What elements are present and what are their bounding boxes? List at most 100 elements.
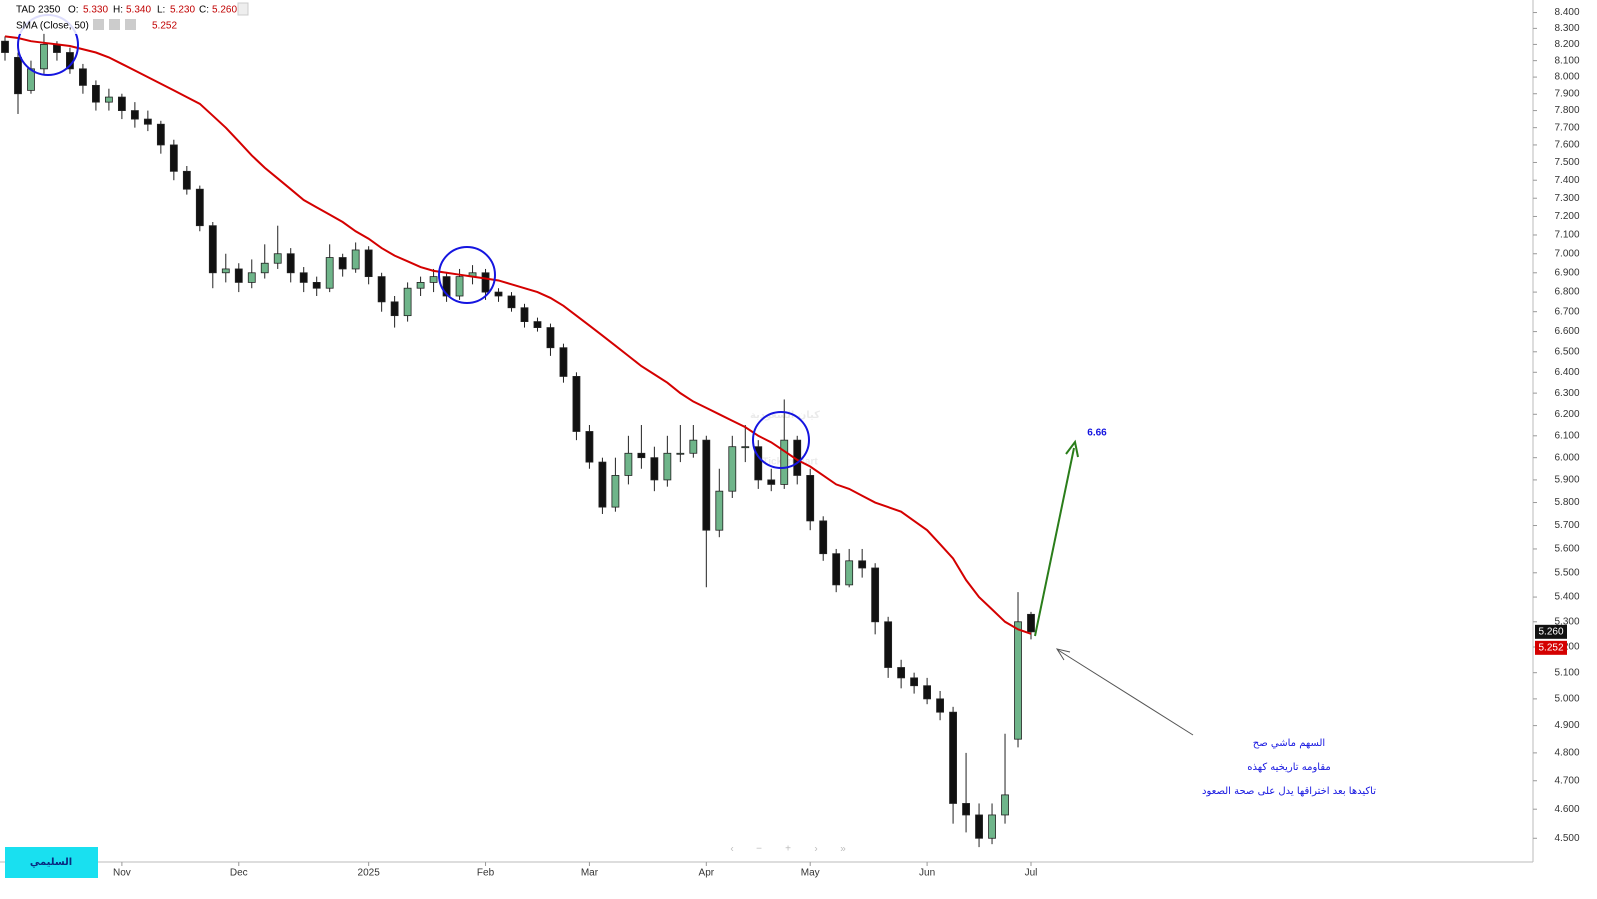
- field-key: O:: [68, 5, 79, 16]
- y-tick-label: 7.100: [1554, 230, 1579, 241]
- candle-body: [923, 685, 932, 700]
- y-tick-label: 7.300: [1554, 193, 1579, 204]
- nav-end[interactable]: »: [840, 844, 846, 855]
- nav-zoom-in[interactable]: +: [785, 844, 791, 855]
- candle-body: [624, 452, 633, 476]
- x-tick-label: Apr: [699, 868, 715, 879]
- candle-body: [117, 96, 126, 111]
- candle-body: [715, 490, 724, 531]
- pointer-arrow: [1057, 649, 1194, 736]
- candle-body: [988, 814, 996, 839]
- settings-icon[interactable]: [93, 19, 104, 30]
- candle-body: [40, 44, 48, 70]
- y-tick-label: 6.500: [1554, 346, 1579, 357]
- x-tick-label: 2025: [358, 868, 381, 879]
- candle-body: [416, 282, 425, 289]
- menu-button[interactable]: [237, 2, 249, 16]
- candle-body: [273, 253, 282, 264]
- price-tag: [1535, 624, 1567, 639]
- candle-body: [741, 446, 750, 449]
- candle-body: [598, 461, 607, 508]
- candle-body: [182, 170, 191, 190]
- author-box: [5, 847, 98, 878]
- candle-body: [845, 560, 854, 586]
- annotation: مقاومه تاريخيه كهذه: [1247, 762, 1331, 773]
- sma-tag-label: 5.252: [1538, 642, 1563, 653]
- x-tick-label: Dec: [230, 868, 248, 879]
- candle-body: [611, 475, 620, 508]
- y-tick-label: 5.400: [1554, 592, 1579, 603]
- y-tick-label: 4.700: [1554, 775, 1579, 786]
- candle-body: [975, 814, 983, 839]
- field-value: 5.230: [170, 5, 195, 16]
- sma-tag: [1535, 640, 1567, 655]
- candle-body: [1, 40, 9, 53]
- candle-body: [455, 276, 464, 297]
- candle-body: [962, 803, 970, 816]
- highlight-circle: [438, 246, 496, 304]
- nav-zoom-out[interactable]: −: [756, 844, 762, 855]
- y-tick-label: 5.300: [1554, 616, 1579, 627]
- legend-entry: SMA (Close, 50): [16, 21, 89, 32]
- candle-body: [832, 553, 841, 586]
- y-tick-label: 5.800: [1554, 497, 1579, 508]
- candle-body: [546, 327, 555, 349]
- candle-body: [494, 291, 503, 297]
- y-tick-label: 7.000: [1554, 248, 1579, 259]
- sma-value: 5.252: [152, 21, 177, 32]
- candle-body: [858, 560, 867, 569]
- watermark: TickerChart: [762, 457, 818, 468]
- candle-body: [92, 84, 100, 103]
- close-icon[interactable]: [125, 19, 136, 30]
- sma-line: [4, 35, 1032, 635]
- candle-body: [390, 301, 399, 317]
- nav-controls: ‹ − + › »: [730, 844, 846, 855]
- y-tick-label: 4.800: [1554, 748, 1579, 759]
- candle-body: [663, 452, 672, 481]
- candle-body: [247, 272, 256, 283]
- y-tick-label: 7.400: [1554, 175, 1579, 186]
- candle-body: [910, 677, 919, 687]
- x-tick-label: Jul: [1025, 868, 1038, 879]
- candle-body: [1001, 794, 1009, 816]
- y-tick-label: 6.900: [1554, 267, 1579, 278]
- candle-body: [143, 118, 152, 125]
- candle-body: [572, 376, 581, 432]
- candle-body: [364, 249, 373, 278]
- x-tick-label: Mar: [581, 868, 599, 879]
- watermark: كيان السعودية: [750, 410, 820, 421]
- y-tick-label: 4.500: [1554, 833, 1579, 844]
- nav-left[interactable]: ‹: [730, 844, 733, 855]
- candle-body: [676, 452, 685, 455]
- candle-body: [754, 446, 763, 481]
- gear-icon[interactable]: [109, 19, 120, 30]
- candle-body: [286, 253, 295, 274]
- y-tick-label: 6.800: [1554, 287, 1579, 298]
- nav-right[interactable]: ›: [814, 844, 817, 855]
- x-tick-label: May: [801, 868, 820, 879]
- field-value: 5.260: [212, 5, 237, 16]
- candle-body: [260, 262, 269, 274]
- y-tick-label: 6.200: [1554, 409, 1579, 420]
- target-arrow-head: [1065, 439, 1079, 458]
- candle-body: [689, 439, 698, 454]
- y-tick-label: 5.700: [1554, 520, 1579, 531]
- y-tick-label: 4.600: [1554, 804, 1579, 815]
- y-tick-label: 7.800: [1554, 105, 1579, 116]
- candle-body: [1014, 621, 1022, 740]
- x-tick-label: Feb: [477, 868, 495, 879]
- candle-body: [195, 188, 204, 227]
- field-value: 5.330: [83, 5, 108, 16]
- pointer-arrow-head: [1055, 648, 1071, 661]
- candle-body: [130, 110, 139, 120]
- x-tick-label: Jun: [919, 868, 935, 879]
- candle-body: [79, 68, 87, 86]
- candle-body: [780, 439, 789, 485]
- price-tag-label: 5.260: [1538, 626, 1563, 637]
- author: السليمي: [30, 857, 72, 868]
- candle-body: [351, 249, 360, 270]
- y-tick-label: 5.500: [1554, 567, 1579, 578]
- candle-body: [442, 276, 451, 297]
- candle-body: [650, 457, 659, 481]
- annotation: السهم ماشي صح: [1253, 738, 1325, 749]
